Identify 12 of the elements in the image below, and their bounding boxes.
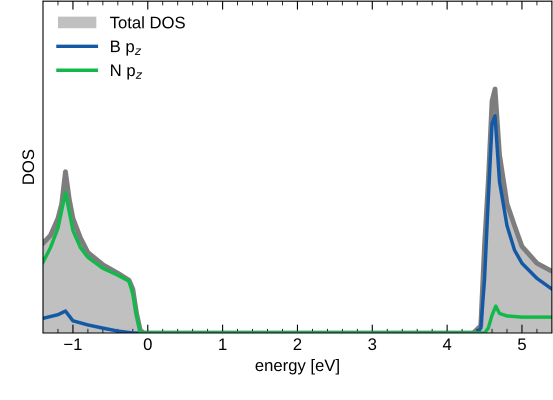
x-tick-label: 4: [442, 338, 452, 350]
legend-label: B p$_{z}$: [111, 40, 142, 56]
x-axis-title: energy [eV]: [256, 358, 339, 374]
x-tick-label: 5: [518, 338, 526, 350]
x-tick-label: −1: [64, 338, 82, 350]
x-tick-label: 0: [144, 338, 152, 350]
legend-label: N p$_{z}$: [111, 64, 142, 80]
legend-label: Total DOS: [110, 16, 185, 28]
x-tick-label: 3: [368, 338, 376, 350]
x-tick-label: 2: [294, 338, 302, 350]
y-axis-title: DOS: [22, 150, 34, 184]
x-tick-label: 1: [219, 338, 226, 350]
